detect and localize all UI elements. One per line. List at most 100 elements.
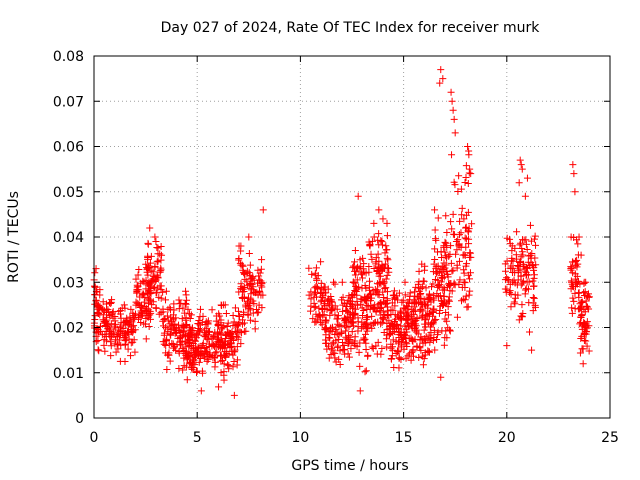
data-point [179,366,187,374]
data-point [184,351,192,359]
data-point [506,240,514,248]
data-point [530,266,538,274]
data-point [434,214,442,222]
data-point [210,332,218,340]
data-point [377,320,385,328]
data-point [425,348,433,356]
data-point [579,345,587,353]
data-point [367,250,375,258]
data-point [351,246,359,254]
data-point [529,293,537,301]
data-point [227,329,235,337]
data-point [356,362,364,370]
data-point [333,330,341,338]
data-point [464,303,472,311]
data-point [194,331,202,339]
data-point [310,293,318,301]
data-point [166,357,174,365]
data-point [576,280,584,288]
data-point [514,262,522,270]
data-point [468,220,476,228]
data-point [254,291,262,299]
data-point [213,348,221,356]
data-point [148,301,156,309]
data-point [456,276,464,284]
data-point [225,362,233,370]
data-point [244,310,252,318]
data-point [352,283,360,291]
data-point [117,319,125,327]
data-point [343,302,351,310]
data-point [520,236,528,244]
data-point [583,342,591,350]
data-point [532,241,540,249]
data-point [229,336,237,344]
data-point [517,239,525,247]
data-point [444,303,452,311]
data-point [111,317,119,325]
data-point [127,326,135,334]
data-point [466,249,474,257]
data-point [159,288,167,296]
data-point [464,271,472,279]
data-point [135,266,143,274]
data-point [186,327,194,335]
data-point [508,247,516,255]
data-point [123,316,131,324]
data-point [415,267,423,275]
data-point [379,298,387,306]
data-point [235,313,243,321]
data-point [567,265,575,273]
data-point [152,276,160,284]
data-point [458,297,466,305]
x-tick-label: 0 [90,430,99,446]
data-point [153,258,161,266]
data-point [331,311,339,319]
data-point [145,262,153,270]
data-point [251,317,259,325]
data-point [383,271,391,279]
data-points [90,66,593,399]
data-point [255,272,263,280]
data-point [580,336,588,344]
data-point [219,338,227,346]
data-point [422,284,430,292]
data-point [379,315,387,323]
data-point [430,291,438,299]
data-point [182,291,190,299]
data-point [374,250,382,258]
data-point [507,265,515,273]
data-point [144,312,152,320]
data-point [163,365,171,373]
data-point [91,269,99,277]
data-point [518,244,526,252]
data-point [434,282,442,290]
data-point [93,300,101,308]
data-point [330,339,338,347]
data-point [211,354,219,362]
data-point [447,218,455,226]
data-point [350,340,358,348]
data-point [242,327,250,335]
data-point [382,284,390,292]
data-point [354,318,362,326]
data-point [204,335,212,343]
data-point [248,286,256,294]
data-point [420,355,428,363]
data-point [246,316,254,324]
data-point [225,340,233,348]
data-point [170,300,178,308]
data-point [465,147,473,155]
data-point [398,298,406,306]
data-point [530,271,538,279]
data-point [411,317,419,325]
data-point [402,305,410,313]
data-point [146,224,154,232]
data-point [185,353,193,361]
data-point [176,341,184,349]
data-point [466,165,474,173]
data-point [514,276,522,284]
y-tick-label: 0.05 [53,185,84,201]
data-point [461,234,469,242]
